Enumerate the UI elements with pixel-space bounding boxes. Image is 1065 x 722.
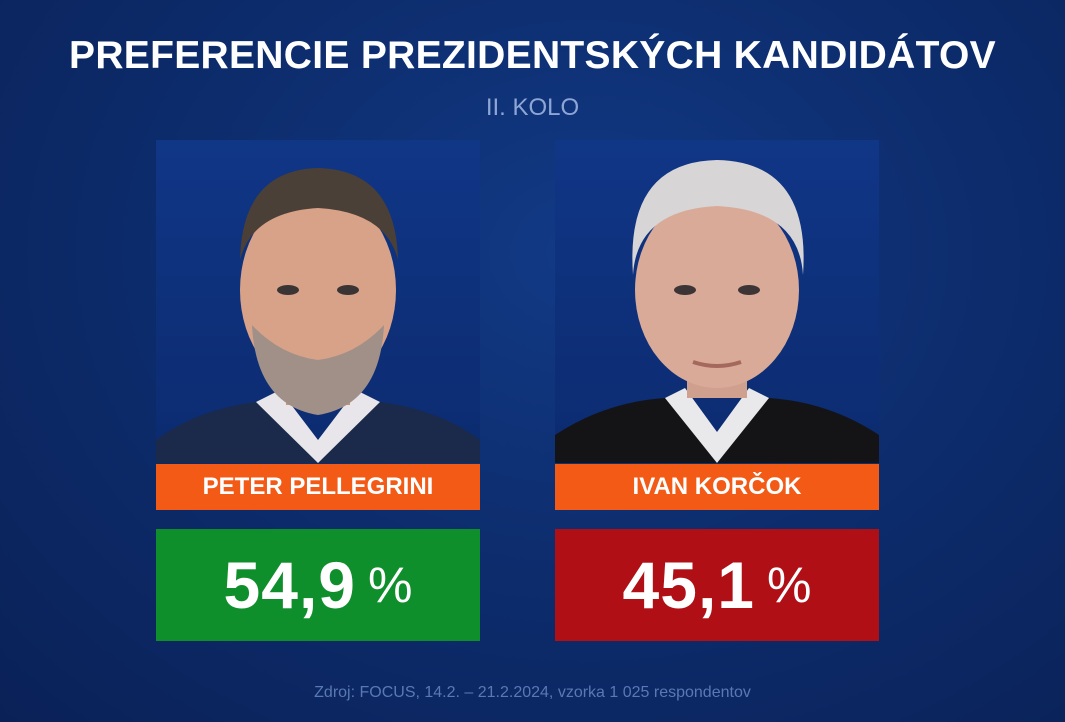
chart-title: PREFERENCIE PREZIDENTSKÝCH KANDIDÁTOV	[69, 34, 996, 77]
bar-korcok: 45,1 %	[555, 529, 879, 641]
portrait-placeholder-icon	[156, 168, 480, 463]
source-note: Zdroj: FOCUS, 14.2. – 21.2.2024, vzorka …	[314, 684, 751, 701]
candidate-card-pellegrini: PETER PELLEGRINI 54,9 %	[156, 140, 480, 641]
candidate-photo	[555, 140, 879, 463]
portrait-placeholder-icon	[555, 160, 879, 463]
bar-pellegrini: 54,9 %	[156, 529, 480, 641]
candidate-name-label: IVAN KORČOK	[555, 464, 879, 510]
data-label-value: 45,1	[622, 548, 755, 622]
candidate-name-label: PETER PELLEGRINI	[156, 464, 480, 510]
data-label-value: 54,9	[223, 548, 356, 622]
candidate-card-korcok: IVAN KORČOK 45,1 %	[555, 140, 879, 641]
candidate-photo	[156, 140, 480, 463]
data-label-unit: %	[368, 557, 413, 613]
data-label-unit: %	[767, 557, 812, 613]
chart-subtitle: II. KOLO	[485, 94, 580, 121]
